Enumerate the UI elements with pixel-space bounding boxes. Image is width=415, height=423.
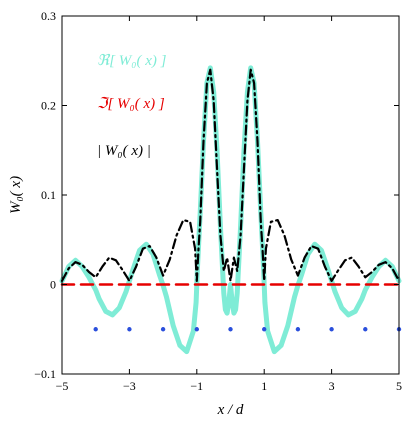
marker-point-4	[228, 327, 233, 332]
marker-point-8	[363, 327, 368, 332]
plot-area	[59, 65, 402, 355]
y-tick-label: 0.2	[41, 99, 56, 113]
marker-point-2	[160, 327, 166, 332]
x-tick-label: 5	[396, 379, 402, 393]
legend-label-real: ℜ[ W₀( x) ]	[97, 53, 167, 69]
x-tick-label: 1	[261, 379, 267, 393]
y-tick-label: 0	[50, 278, 56, 292]
marker-point-0	[93, 327, 98, 332]
legend: ℜ[ W₀( x) ] ℑ[ W₀( x) ] | W₀( x) |	[97, 53, 167, 159]
axis-ticks: −5 −3 −1 1 3 5 −0.1 0 0.1 0.2 0.3	[34, 9, 402, 393]
x-tick-label: −1	[190, 379, 203, 393]
y-axis-label: W₀( x)	[8, 176, 24, 214]
marker-point-1	[127, 327, 132, 332]
y-tick-label: 0.1	[41, 188, 56, 202]
marker-point-3	[194, 327, 199, 332]
legend-label-imag: ℑ[ W₀( x) ]	[97, 96, 165, 112]
marker-point-7	[329, 327, 334, 332]
x-tick-label: −5	[56, 379, 69, 393]
x-tick-label: 3	[329, 379, 335, 393]
marker-point-5	[262, 327, 267, 332]
y-tick-label: 0.3	[41, 9, 56, 23]
legend-label-abs: | W₀( x) |	[97, 143, 151, 159]
plot-frame	[61, 15, 400, 375]
y-tick-label: −0.1	[34, 367, 56, 381]
series-line-abs	[60, 68, 401, 282]
x-tick-label: −3	[123, 379, 136, 393]
x-axis-label: x / d	[217, 402, 244, 418]
marker-point-6	[295, 327, 301, 332]
